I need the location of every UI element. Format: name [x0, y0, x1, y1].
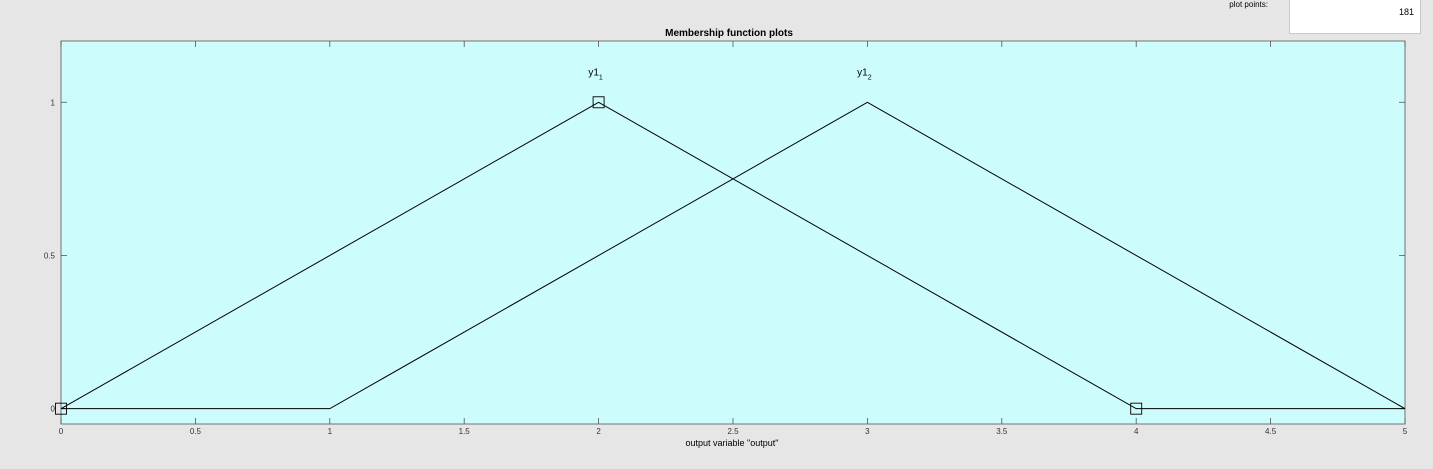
- y-tick-label: 0.5: [44, 251, 56, 260]
- mf-line-1[interactable]: [60, 101, 1405, 410]
- chart-title: Membership function plots: [665, 28, 793, 39]
- x-tick-label: 1: [328, 427, 333, 436]
- mf-vertex-marker[interactable]: [55, 402, 67, 415]
- x-tick-label: 4: [1134, 427, 1139, 436]
- x-axis-label: output variable "output": [686, 438, 779, 448]
- x-tick-label: 2: [596, 427, 601, 436]
- mf-labels-layer: y11 y12: [588, 67, 871, 81]
- mf-vertex-marker[interactable]: [592, 96, 605, 109]
- x-tick-label: 0: [59, 427, 64, 436]
- plot-points-input[interactable]: 181: [1289, 0, 1421, 34]
- x-tick-label: 4.5: [1265, 427, 1277, 436]
- mf-line-2[interactable]: [61, 101, 1406, 410]
- markers-layer: [55, 96, 1143, 415]
- mf-vertex-marker[interactable]: [1130, 402, 1143, 415]
- plot-points-label: plot points:: [1229, 0, 1268, 9]
- mf-label-1[interactable]: y11: [588, 67, 603, 81]
- x-tick-label: 1.5: [459, 427, 471, 436]
- x-tick-label: 3.5: [996, 427, 1008, 436]
- x-tick-label: 2.5: [727, 427, 739, 436]
- axis-ticks: 0 0.5 1 1.5 2 2.5 3 3.5 4 4.5 5 0 0.5 1: [44, 41, 1408, 436]
- plot-area[interactable]: [60, 40, 1406, 425]
- x-tick-label: 5: [1403, 427, 1408, 436]
- x-tick-label: 3: [865, 427, 870, 436]
- y-tick-label: 1: [51, 98, 56, 107]
- mf-label-2[interactable]: y12: [857, 67, 872, 81]
- y-tick-label: 0: [51, 405, 56, 414]
- plot-points-value: 181: [1398, 7, 1414, 17]
- x-tick-label: 0.5: [190, 427, 202, 436]
- series-layer: [60, 101, 1406, 410]
